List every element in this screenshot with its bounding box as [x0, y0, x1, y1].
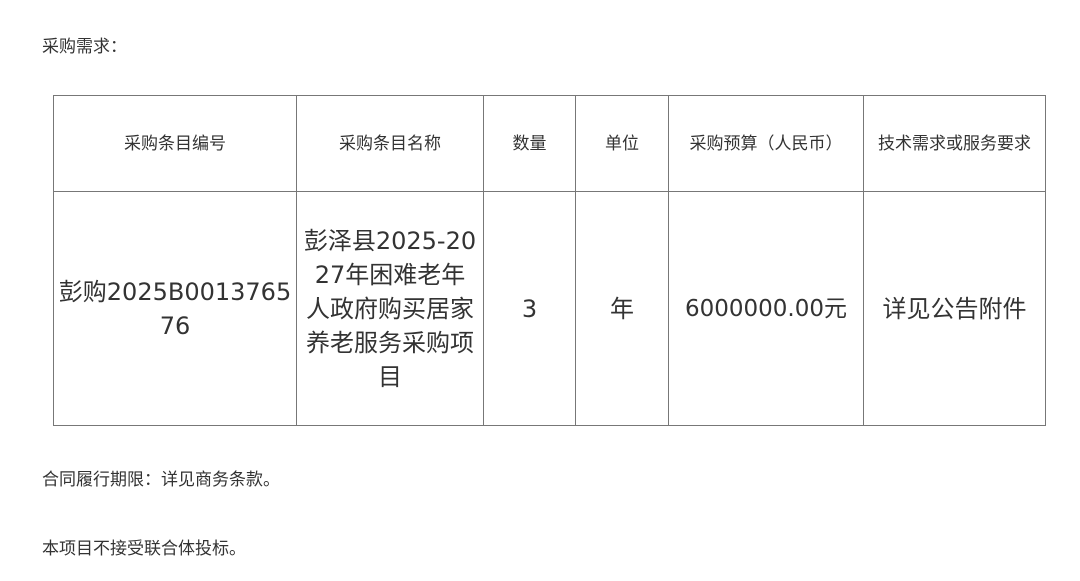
header-budget: 采购预算（人民币）: [668, 95, 864, 192]
cell-budget: 6000000.00元: [668, 191, 864, 426]
header-item-name: 采购条目名称: [296, 95, 484, 192]
consortium-note-text: 本项目不接受联合体投标。: [42, 539, 246, 559]
header-requirements: 技术需求或服务要求: [863, 95, 1046, 192]
table-row: 彭购2025B001376576 彭泽县2025-2027年困难老年人政府购买居…: [53, 191, 1046, 426]
table-header-row: 采购条目编号 采购条目名称 数量 单位 采购预算（人民币） 技术需求或服务要求: [53, 95, 1046, 192]
header-quantity: 数量: [483, 95, 576, 192]
cell-item-name: 彭泽县2025-2027年困难老年人政府购买居家养老服务采购项目: [296, 191, 484, 426]
cell-unit: 年: [575, 191, 669, 426]
header-item-number: 采购条目编号: [53, 95, 297, 192]
header-unit: 单位: [575, 95, 669, 192]
procurement-table: 采购条目编号 采购条目名称 数量 单位 采购预算（人民币） 技术需求或服务要求 …: [53, 95, 1046, 426]
procurement-requirements-heading: 采购需求：: [42, 37, 127, 57]
cell-requirements: 详见公告附件: [863, 191, 1046, 426]
contract-period-text: 合同履行期限：详见商务条款。: [42, 470, 280, 490]
cell-quantity: 3: [483, 191, 576, 426]
cell-item-number: 彭购2025B001376576: [53, 191, 297, 426]
